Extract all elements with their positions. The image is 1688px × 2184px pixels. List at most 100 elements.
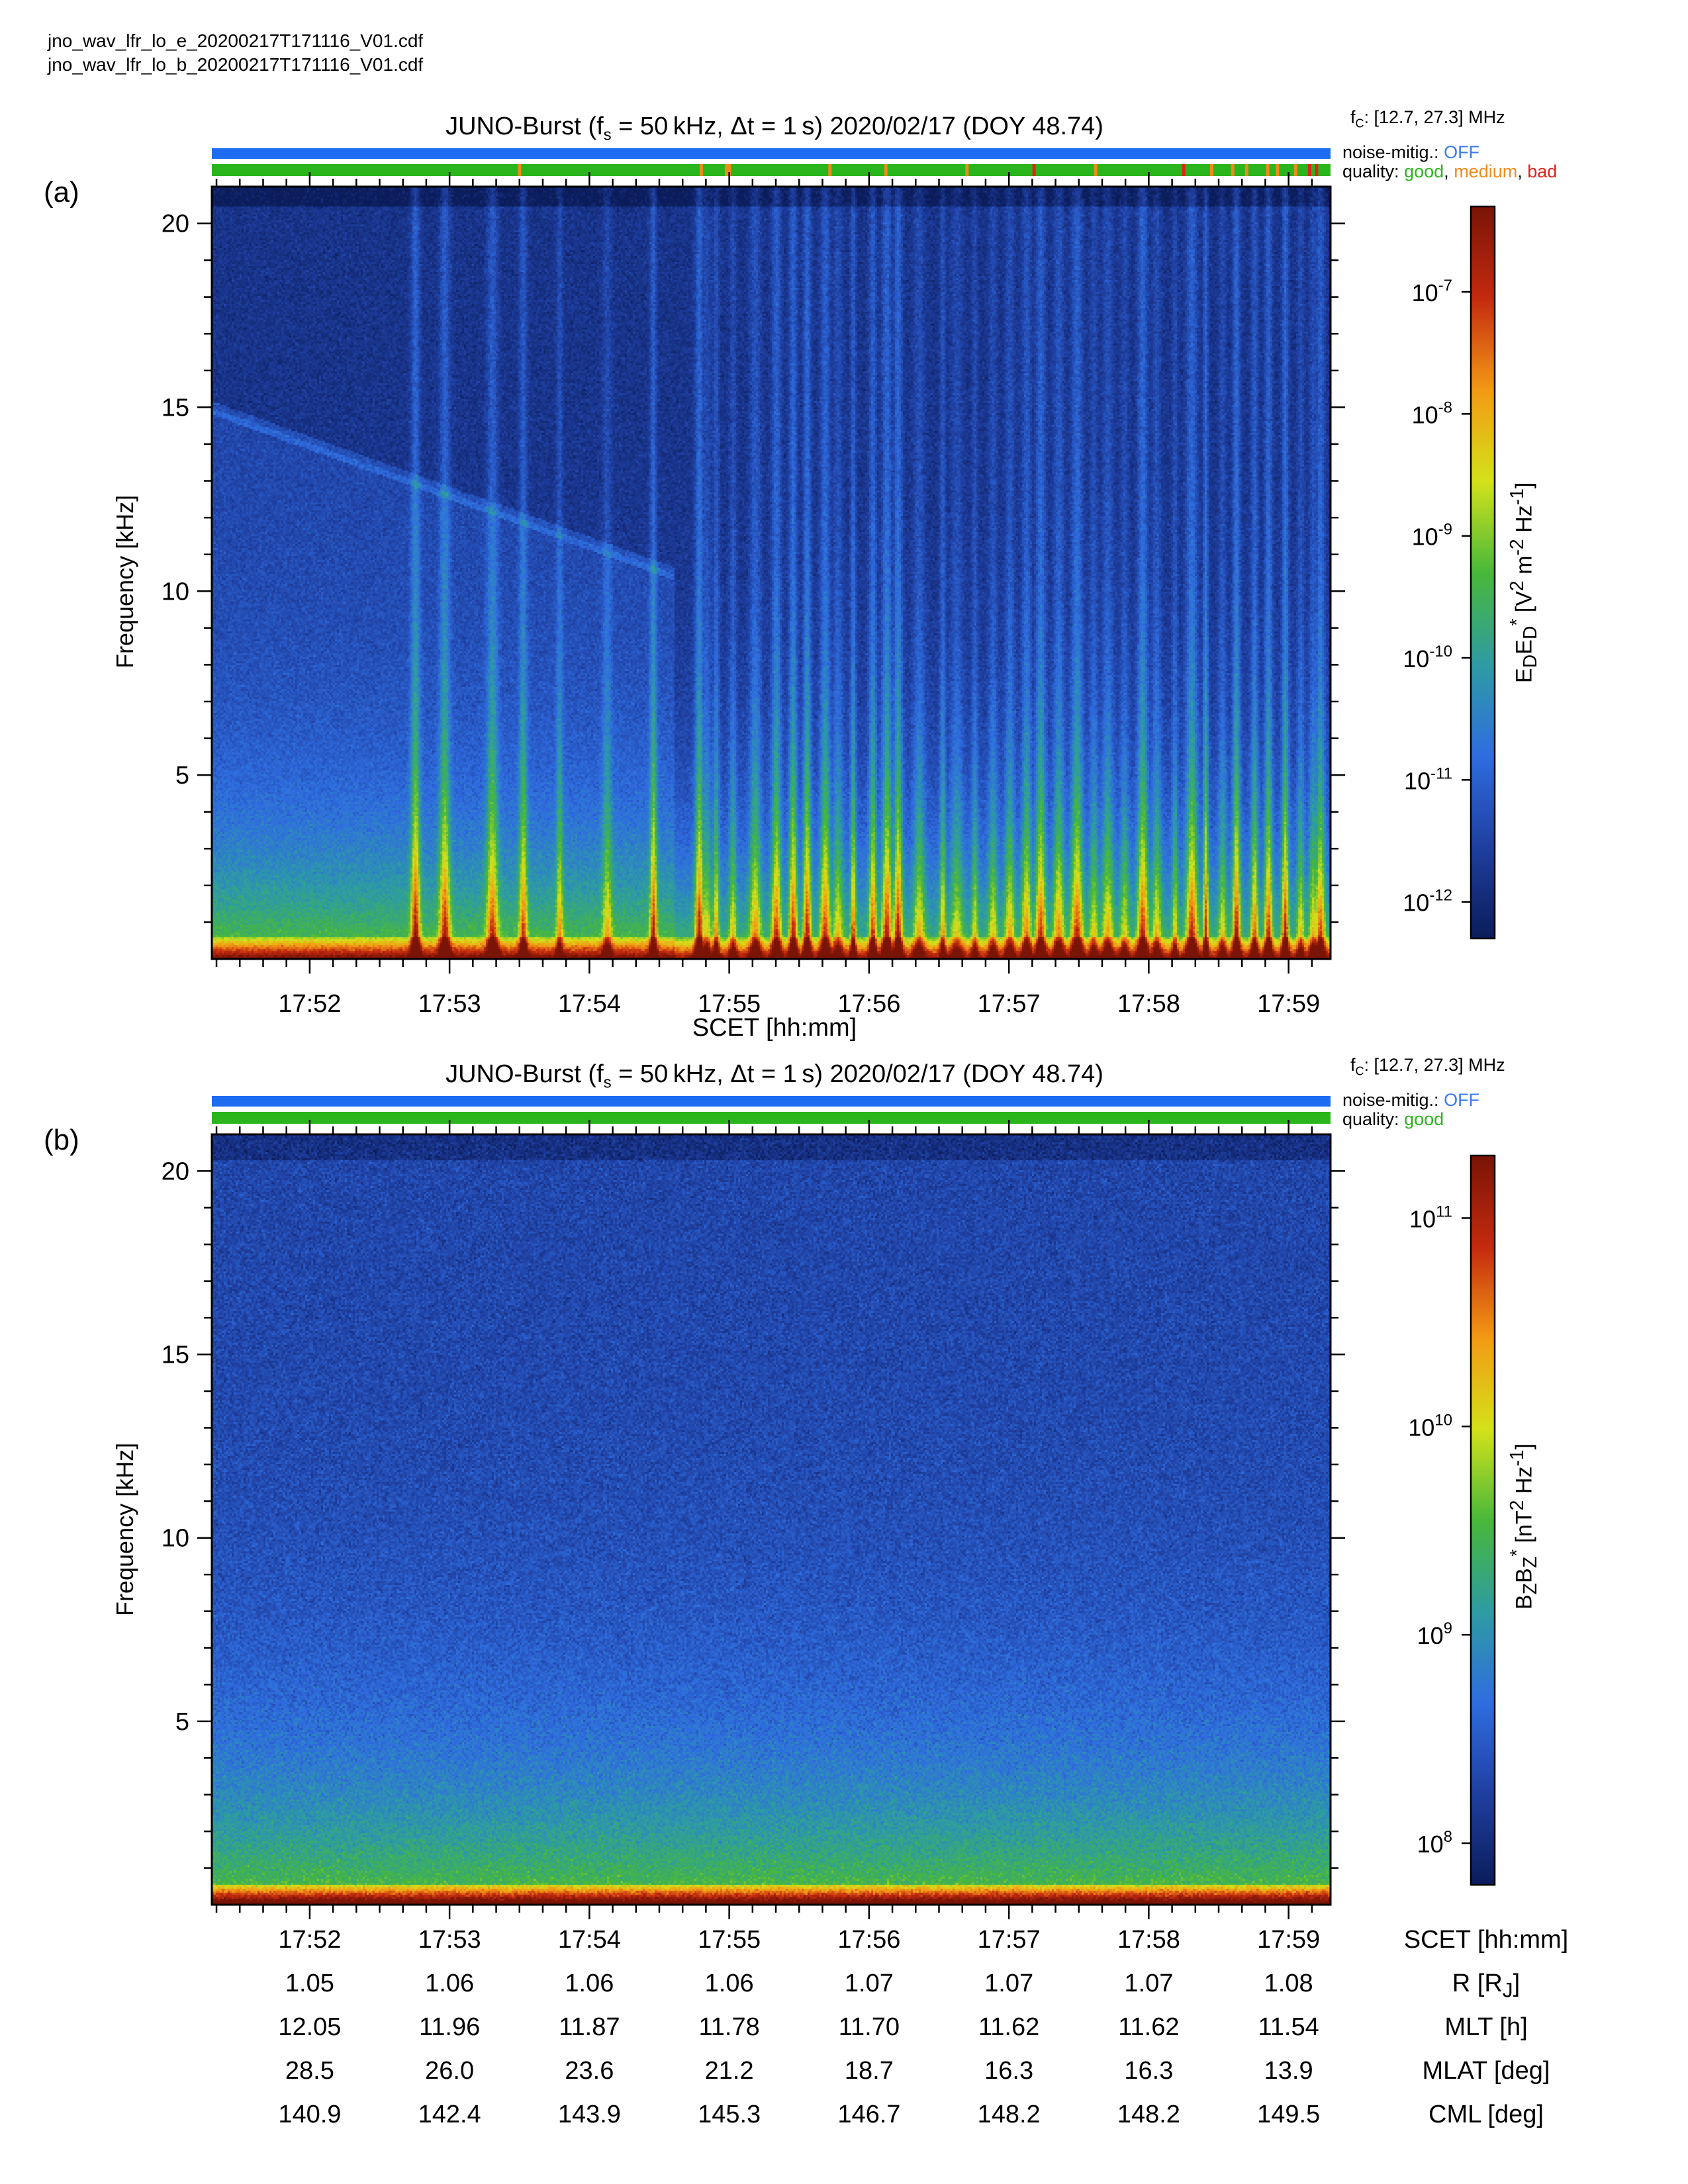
x-tick-label: 17:54 bbox=[558, 990, 621, 1018]
ephemeris-value: 148.2 bbox=[977, 2101, 1041, 2128]
ephemeris-value: 23.6 bbox=[565, 2057, 614, 2085]
colorbar-tick-label: 10-11 bbox=[1404, 764, 1452, 794]
colorbar-tick-label: 10-12 bbox=[1403, 887, 1452, 917]
x-tick-label: 17:52 bbox=[278, 990, 341, 1018]
y-tick-label: 15 bbox=[162, 1342, 189, 1369]
ephemeris-value: 17:53 bbox=[418, 1926, 481, 1954]
ephemeris-value: 17:57 bbox=[977, 1926, 1041, 1954]
quality-bad-mark bbox=[1307, 164, 1311, 176]
quality-bad-mark bbox=[1032, 164, 1036, 176]
ephemeris-value: 1.07 bbox=[1124, 1970, 1174, 1997]
colorbar-tick-label: 1011 bbox=[1409, 1203, 1452, 1232]
panel-a-noise-legend: noise-mitig.: OFF bbox=[1342, 142, 1480, 162]
ephemeris-value: 17:58 bbox=[1117, 1926, 1180, 1954]
panel-b-title: JUNO-Burst (fs = 50 kHz, Δt = 1 s) 2020/… bbox=[445, 1060, 1103, 1092]
y-tick-label: 20 bbox=[162, 1158, 189, 1185]
ephemeris-value: 11.87 bbox=[559, 2013, 620, 2041]
ephemeris-value: 26.0 bbox=[425, 2057, 475, 2085]
panel-b-spectrogram bbox=[212, 1134, 1331, 1905]
plot-frame bbox=[211, 185, 1332, 960]
ephemeris-value: 1.06 bbox=[565, 1970, 614, 1997]
panel-a-colorbar bbox=[1471, 206, 1495, 938]
file-name-b: jno_wav_lfr_lo_b_20200217T171116_V01.cdf bbox=[48, 54, 424, 75]
ephemeris-value: 12.05 bbox=[278, 2013, 342, 2041]
ephemeris-row-label: R [RJ] bbox=[1452, 1970, 1521, 2002]
colorbar-tick-label: 10-10 bbox=[1403, 643, 1452, 672]
ephemeris-value: 16.3 bbox=[984, 2057, 1034, 2085]
panel-b-noise-bar bbox=[212, 1096, 1331, 1107]
ephemeris-value: 1.07 bbox=[844, 1970, 894, 1997]
ephemeris-value: 140.9 bbox=[278, 2101, 342, 2128]
quality-medium-mark bbox=[1231, 164, 1235, 176]
panel-b-noise-legend: noise-mitig.: OFF bbox=[1342, 1090, 1480, 1110]
ephemeris-value: 13.9 bbox=[1264, 2057, 1313, 2085]
colorbar-tick-label: 1010 bbox=[1408, 1411, 1452, 1441]
ephemeris-value: 11.62 bbox=[978, 2013, 1040, 2041]
y-tick-label: 10 bbox=[162, 1525, 189, 1553]
ephemeris-row-label: SCET [hh:mm] bbox=[1403, 1926, 1569, 1954]
ephemeris-value: 143.9 bbox=[557, 2101, 621, 2128]
x-tick-label: 17:57 bbox=[978, 990, 1041, 1018]
colorbar-tick-label: 10-7 bbox=[1412, 277, 1452, 306]
quality-medium-mark bbox=[727, 164, 731, 176]
panel-a-axes: 5 10 15 20 17:52 17:53 17:54 17:55 17:56 17:57 17:… bbox=[162, 172, 1345, 1018]
quality-medium-mark bbox=[1244, 164, 1248, 176]
ephemeris-row-label: MLT [h] bbox=[1444, 2013, 1528, 2041]
quality-medium-mark bbox=[965, 164, 969, 176]
ephemeris-value: 1.07 bbox=[984, 1970, 1034, 1997]
panel-a-colorbar-label: EDED* [V2 m-2 Hz-1] bbox=[1507, 482, 1542, 683]
ephemeris-row-label: CML [deg] bbox=[1429, 2101, 1544, 2128]
quality-medium-mark bbox=[699, 164, 703, 176]
y-tick-label: 20 bbox=[162, 210, 189, 238]
panel-a-colorbar-axis: 10-7 10-8 10-9 10-10 10-11 10-12 bbox=[1403, 205, 1496, 940]
ephemeris-value: 17:52 bbox=[278, 1926, 342, 1954]
quality-medium-mark bbox=[518, 164, 522, 176]
panel-b-quality-legend: quality: good bbox=[1342, 1109, 1444, 1129]
x-tick-label: 17:55 bbox=[698, 990, 761, 1018]
ephemeris-value: 17:54 bbox=[557, 1926, 621, 1954]
panel-b-axes: 5 10 15 20 bbox=[162, 1120, 1345, 1919]
ephemeris-value: 16.3 bbox=[1124, 2057, 1174, 2085]
ephemeris-value: 1.06 bbox=[425, 1970, 475, 1997]
ephemeris-value: 148.2 bbox=[1117, 2101, 1180, 2128]
panel-b-colorbar-axis: 1011 1010 109 108 bbox=[1408, 1154, 1496, 1886]
ephemeris-value: 17:59 bbox=[1257, 1926, 1321, 1954]
panel-a-noise-bar bbox=[212, 148, 1331, 159]
ephemeris-table: 17:52 17:53 17:54 17:55 17:56 17:57 17:58 17:59… bbox=[0, 1926, 1688, 2177]
quality-bad-mark bbox=[1315, 164, 1319, 176]
y-tick-label: 15 bbox=[162, 394, 189, 422]
quality-bad-mark bbox=[1182, 164, 1186, 176]
panel-b-fc: fC: [12.7, 27.3] MHz bbox=[1350, 1055, 1505, 1078]
panel-a-title: JUNO-Burst (fs = 50 kHz, Δt = 1 s) 2020/… bbox=[445, 113, 1103, 144]
colorbar-frame bbox=[1470, 205, 1496, 940]
panel-a-spectrogram bbox=[212, 187, 1331, 959]
file-name-e: jno_wav_lfr_lo_e_20200217T171116_V01.cdf bbox=[48, 30, 424, 51]
panel-b-label: (b) bbox=[44, 1124, 79, 1156]
x-tick-label: 17:56 bbox=[837, 990, 900, 1018]
ephemeris-value: 17:56 bbox=[837, 1926, 901, 1954]
colorbar-frame bbox=[1470, 1154, 1496, 1886]
panel-b-quality-bar bbox=[212, 1112, 1331, 1124]
ephemeris-value: 18.7 bbox=[844, 2057, 894, 2085]
ephemeris-value: 21.2 bbox=[704, 2057, 754, 2085]
ephemeris-value: 146.7 bbox=[837, 2101, 901, 2128]
ephemeris-value: 11.54 bbox=[1258, 2013, 1319, 2041]
panel-a-label: (a) bbox=[44, 176, 79, 208]
ephemeris-value: 11.70 bbox=[838, 2013, 900, 2041]
panel-b-colorbar-label: BZBZ* [nT2 Hz-1] bbox=[1507, 1443, 1542, 1610]
panel-a-quality-legend: quality: good, medium, bad bbox=[1342, 161, 1558, 181]
ephemeris-value: 145.3 bbox=[698, 2101, 761, 2128]
panel-b-colorbar bbox=[1471, 1156, 1495, 1885]
ephemeris-value: 142.4 bbox=[418, 2101, 481, 2128]
quality-medium-mark bbox=[724, 164, 728, 176]
panel-a-fc: fC: [12.7, 27.3] MHz bbox=[1350, 107, 1505, 130]
ephemeris-value: 1.06 bbox=[704, 1970, 754, 1997]
ephemeris-value: 28.5 bbox=[285, 2057, 334, 2085]
ephemeris-value: 11.78 bbox=[698, 2013, 760, 2041]
colorbar-tick-label: 108 bbox=[1417, 1828, 1452, 1858]
ephemeris-value: 11.96 bbox=[418, 2013, 481, 2041]
panel-a-ylabel: Frequency [kHz] bbox=[111, 494, 138, 668]
ephemeris-value: 1.08 bbox=[1264, 1970, 1313, 1997]
quality-medium-mark bbox=[884, 164, 888, 176]
panel-b-ylabel: Frequency [kHz] bbox=[111, 1442, 138, 1616]
